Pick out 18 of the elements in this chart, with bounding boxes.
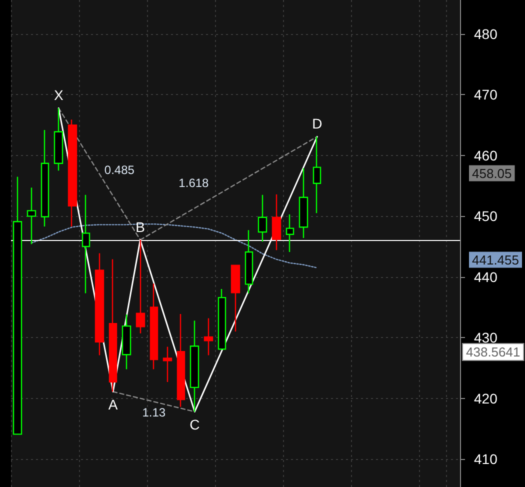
data-label: C: [190, 416, 200, 433]
data-label: A: [108, 396, 118, 413]
y-tick-label: 480: [474, 26, 498, 42]
data-label: D: [312, 116, 322, 132]
data-label: X: [54, 87, 64, 104]
y-tick-label: 410: [474, 451, 498, 468]
y-tick-label: 470: [474, 86, 498, 103]
y-tick-label: 450: [474, 208, 498, 224]
y-tick-label: 430: [474, 330, 498, 346]
annotation: 0.485: [104, 162, 135, 177]
text: 438.5641: [466, 344, 520, 360]
text: 441.455: [472, 252, 519, 268]
annotation: 1.13: [142, 406, 166, 420]
y-tick-label: 460: [474, 147, 498, 164]
annotation: 1.618: [178, 176, 210, 190]
y-tick-label: 420: [474, 390, 498, 406]
text: 458.05: [472, 166, 512, 181]
y-tick-label: 440: [474, 268, 498, 285]
